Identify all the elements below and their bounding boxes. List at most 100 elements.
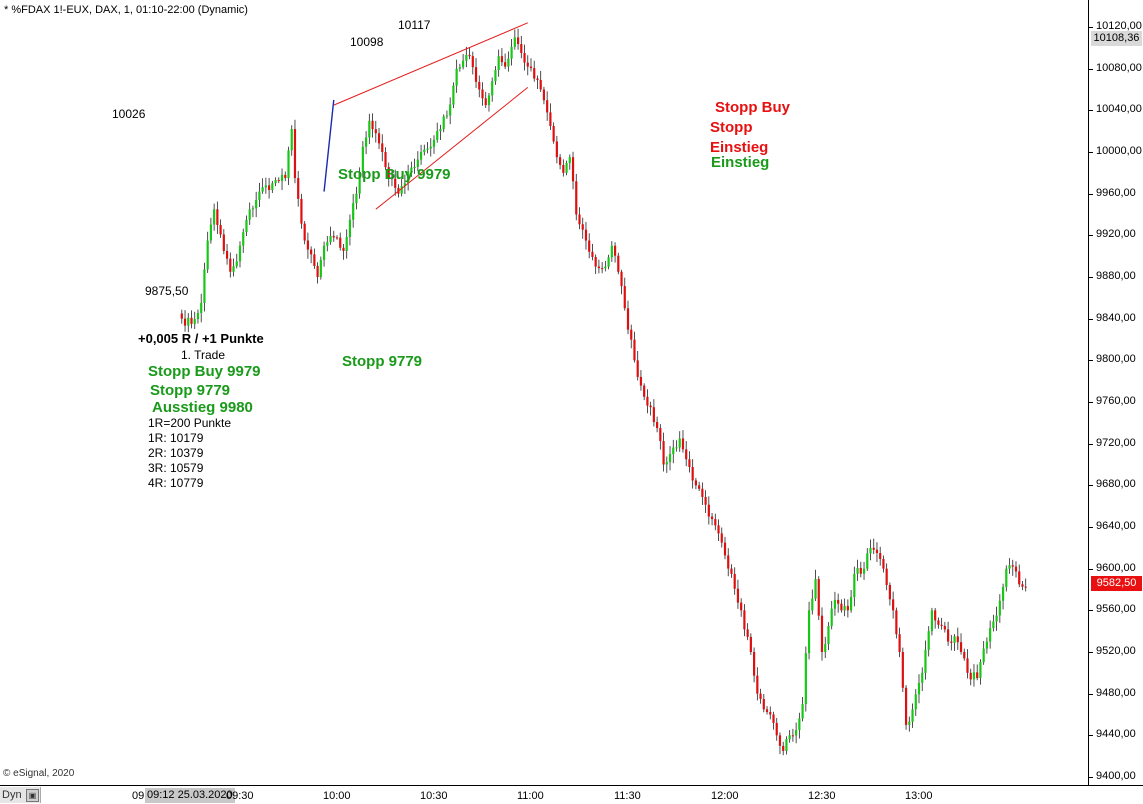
r-target-2: 2R: 10379 xyxy=(148,446,204,460)
price-tick-label: 10040,00 xyxy=(1096,103,1142,116)
chart-area[interactable]: * %FDAX 1!-EUX, DAX, 1, 01:10-22:00 (Dyn… xyxy=(0,0,1088,785)
price-tick-mark xyxy=(1089,652,1093,653)
price-tick-label: 9760,00 xyxy=(1096,395,1136,407)
candle-down xyxy=(526,62,529,67)
candle-down xyxy=(934,610,937,621)
candle-up xyxy=(280,174,284,181)
candle-down xyxy=(646,396,649,406)
candle-down xyxy=(730,568,733,574)
price-tick-label: 9400,00 xyxy=(1096,770,1136,782)
candle-down xyxy=(225,250,229,259)
candle-down xyxy=(872,547,875,550)
candle-down xyxy=(339,237,342,248)
candlestick-chart[interactable] xyxy=(0,0,1088,785)
candle-up xyxy=(785,739,788,751)
candle-down xyxy=(390,178,394,180)
price-axis[interactable]: 10120,00 10080,00 10040,00 10000,00 9960,00 9… xyxy=(1088,0,1143,785)
candle-up xyxy=(565,163,568,173)
candle-up xyxy=(494,70,497,82)
candle-down xyxy=(772,714,775,723)
candle-up xyxy=(258,191,261,200)
price-tick-label: 9440,00 xyxy=(1096,728,1136,741)
candle-down xyxy=(597,266,600,269)
candle-up xyxy=(413,167,416,169)
candle-down xyxy=(552,125,555,142)
candle-up xyxy=(368,120,371,138)
candle-down xyxy=(516,37,520,45)
candle-down xyxy=(743,610,746,630)
candle-down xyxy=(659,428,662,442)
price-tick-mark xyxy=(1089,110,1093,112)
r-target-4: 4R: 10779 xyxy=(148,476,204,490)
legend-stopp-buy: Stopp Buy xyxy=(715,99,790,116)
candle-down xyxy=(571,157,575,182)
candle-up xyxy=(458,67,461,69)
candle-up xyxy=(436,131,439,140)
candle-up xyxy=(491,81,494,96)
date-label: 09:12 25.03.2020 xyxy=(145,788,235,803)
candle-down xyxy=(749,636,752,652)
candle-up xyxy=(853,573,856,598)
candle-down xyxy=(293,129,297,179)
candle-down xyxy=(504,62,507,67)
candle-down xyxy=(966,658,969,673)
price-tick-mark xyxy=(1089,443,1093,445)
price-tick-label: 9480,00 xyxy=(1096,686,1136,699)
candle-down xyxy=(765,709,769,713)
time-axis[interactable]: Dyn ▣ 09 09:12 25.03.2020 09:30 10:00 10:3… xyxy=(0,785,1143,804)
candle-up xyxy=(319,259,322,277)
low-label-9875: 9875,50 xyxy=(145,284,189,298)
price-tick-label: 9720,00 xyxy=(1096,436,1136,449)
price-tick-label: 9680,00 xyxy=(1096,478,1136,491)
candle-down xyxy=(963,652,966,659)
trade-number: 1. Trade xyxy=(181,348,226,362)
chart-title: * %FDAX 1!-EUX, DAX, 1, 01:10-22:00 (Dyn… xyxy=(4,4,248,16)
trend-line-wedge-upper[interactable] xyxy=(333,22,528,106)
high-label-10117: 10117 xyxy=(398,18,431,32)
price-tick-mark xyxy=(1089,568,1093,570)
candle-up xyxy=(206,240,209,270)
candles xyxy=(180,28,1027,756)
price-tick-mark xyxy=(1089,693,1093,695)
candle-up xyxy=(403,183,406,187)
candle-down xyxy=(335,237,339,239)
candle-up xyxy=(985,641,988,649)
time-tick-label: 13:00 xyxy=(905,790,933,802)
candle-up xyxy=(998,600,1001,616)
candle-up xyxy=(203,269,206,304)
candle-up xyxy=(264,185,267,188)
candle-up xyxy=(866,553,869,569)
candle-down xyxy=(471,56,474,68)
candle-down xyxy=(478,81,481,90)
candle-up xyxy=(921,672,924,683)
candle-down xyxy=(769,712,772,715)
candle-up xyxy=(235,261,238,267)
candle-up xyxy=(442,116,445,130)
candle-up xyxy=(209,224,212,241)
r-target-1: 1R: 10179 xyxy=(148,431,204,445)
candle-up xyxy=(982,648,985,663)
price-tick-label: 9560,00 xyxy=(1096,603,1136,616)
candle-down xyxy=(284,174,287,179)
price-tick-mark xyxy=(1089,277,1093,278)
candle-up xyxy=(843,605,846,611)
price-tick-mark xyxy=(1089,735,1093,737)
trend-line-impulse[interactable] xyxy=(323,99,335,192)
candle-down xyxy=(474,67,478,82)
candle-down xyxy=(633,339,636,361)
candle-up xyxy=(610,245,613,258)
candle-down xyxy=(859,567,862,574)
candle-up xyxy=(507,58,510,67)
candle-down xyxy=(685,449,688,460)
candle-down xyxy=(623,286,626,309)
trend-line-wedge-lower[interactable] xyxy=(375,87,529,210)
candle-down xyxy=(879,553,882,559)
candle-up xyxy=(924,649,927,673)
dynamic-mode-toggle[interactable]: Dyn ▣ xyxy=(0,787,41,803)
candle-down xyxy=(216,209,219,225)
camera-icon[interactable]: ▣ xyxy=(26,789,39,802)
price-tick-mark xyxy=(1089,193,1093,195)
candle-up xyxy=(678,438,681,448)
candle-down xyxy=(782,745,785,751)
candle-down xyxy=(297,178,300,199)
